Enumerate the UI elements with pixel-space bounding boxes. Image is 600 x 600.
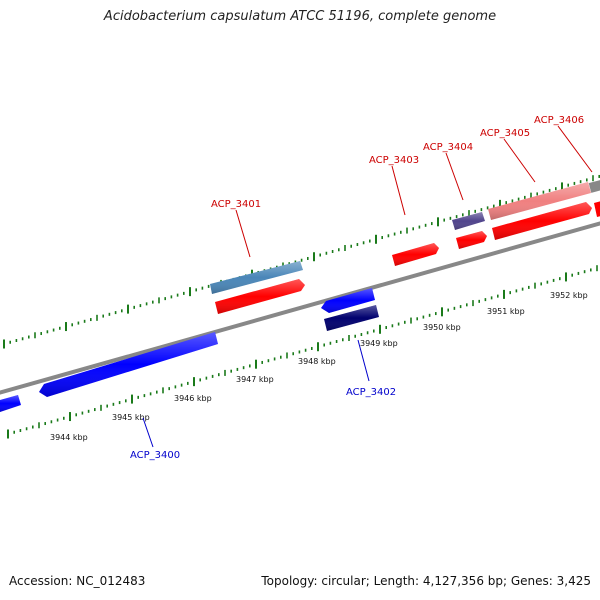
gene-label-acp3403[interactable]: ACP_3403 <box>369 155 419 166</box>
genome-summary-text: Topology: circular; Length: 4,127,356 bp… <box>261 574 591 588</box>
feature-acp3401-cds[interactable] <box>215 279 305 314</box>
scale-label-3947: 3947 kbp <box>236 375 274 384</box>
upper-tick-track <box>3 174 600 349</box>
feature-acp3402-cds[interactable] <box>321 288 375 313</box>
scale-label-3952: 3952 kbp <box>550 291 588 300</box>
feature-acp3404-cds[interactable] <box>456 231 487 249</box>
label-leaders <box>142 125 593 448</box>
accession-text: Accession: NC_012483 <box>9 574 146 588</box>
feature-acp3405-gene[interactable] <box>488 182 591 220</box>
scale-label-3948: 3948 kbp <box>298 357 336 366</box>
scale-label-3946: 3946 kbp <box>174 394 212 403</box>
map-title: Acidobacterium capsulatum ATCC 51196, co… <box>103 9 497 24</box>
gene-label-acp3405[interactable]: ACP_3405 <box>480 128 530 139</box>
scale-label-3950: 3950 kbp <box>423 323 461 332</box>
scale-label-3944: 3944 kbp <box>50 433 88 442</box>
feature-acp3402-gene[interactable] <box>324 305 379 331</box>
scale-label-3945: 3945 kbp <box>112 413 150 422</box>
gene-label-acp3404[interactable]: ACP_3404 <box>423 142 473 153</box>
gene-label-acp3401[interactable]: ACP_3401 <box>211 199 261 210</box>
scale-labels: 3944 kbp 3945 kbp 3946 kbp 3947 kbp 3948… <box>50 291 588 442</box>
genome-backbone-top <box>588 180 600 193</box>
scale-label-3949: 3949 kbp <box>360 339 398 348</box>
feature-acp3400-cds[interactable] <box>39 332 218 397</box>
feature-acp3404-gene[interactable] <box>452 212 485 230</box>
feature-acp3399-cds[interactable] <box>0 395 21 412</box>
gene-label-acp3402[interactable]: ACP_3402 <box>346 387 396 398</box>
lower-tick-track <box>7 265 598 439</box>
gene-label-acp3400[interactable]: ACP_3400 <box>130 450 180 461</box>
gene-label-acp3406[interactable]: ACP_3406 <box>534 115 584 126</box>
genome-backbone <box>0 221 600 395</box>
scale-label-3951: 3951 kbp <box>487 307 525 316</box>
feature-acp3403-cds[interactable] <box>392 243 439 266</box>
feature-acp3406-cds[interactable] <box>594 200 600 217</box>
feature-acp3401-gene[interactable] <box>210 261 303 294</box>
feature-acp3405-cds[interactable] <box>492 202 592 240</box>
